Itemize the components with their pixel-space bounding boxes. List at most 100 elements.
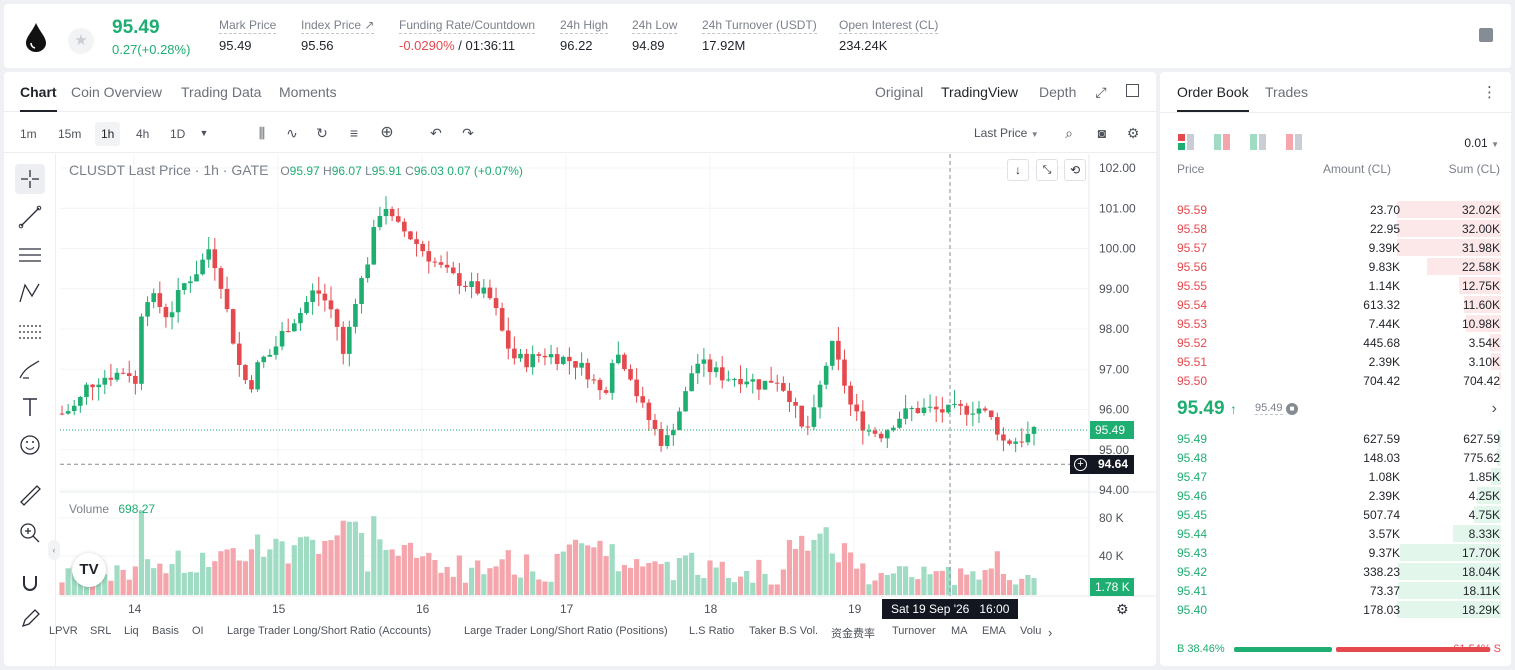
bid-row[interactable]: 95.44 3.57K 8.33K [1160,524,1511,543]
tab-coin-overview[interactable]: Coin Overview [71,84,163,100]
view-asks-only-icon[interactable] [1286,134,1304,152]
ask-row[interactable]: 95.54 613.32 11.60K [1160,295,1511,314]
candle-body [102,377,108,385]
timeframe-15m[interactable]: 15m [58,127,82,141]
brush-tool[interactable] [15,354,45,384]
tab-order-book[interactable]: Order Book [1177,84,1249,112]
view-bids-only-icon[interactable] [1250,134,1268,152]
pattern-tool[interactable] [15,278,45,308]
templates-icon[interactable]: ≡ [349,125,359,141]
indicator-funding[interactable]: 资金费率 [831,628,875,640]
candle-body [664,435,670,446]
legend-high: 96.07 [331,164,362,178]
tab-trading-data[interactable]: Trading Data [181,84,262,100]
favorite-star-icon[interactable]: ★ [68,28,94,54]
indicator-turnover[interactable]: Turnover [892,625,936,637]
indicator-lt-accounts[interactable]: Large Trader Long/Short Ratio (Accounts) [227,625,432,637]
indicator-ema[interactable]: EMA [982,625,1006,637]
view-depth[interactable]: Depth [1039,84,1077,100]
candlestick-chart[interactable]: 102.00 101.00 100.00 99.00 98.00 97.00 96.00 95… [4,72,1156,666]
axis-settings-icon[interactable]: ⚙ [1116,601,1129,617]
view-original[interactable]: Original [875,84,924,100]
timeframe-1d[interactable]: 1D [170,127,186,141]
indicator-lpvr[interactable]: LPVR [49,625,78,637]
indicators-icon[interactable]: ∿ [286,125,298,141]
camera-icon[interactable]: ◙ [1097,125,1107,141]
add-alert-icon[interactable]: + [1074,458,1087,471]
ask-row[interactable]: 95.52 445.68 3.54K [1160,333,1511,352]
emoji-tool[interactable] [15,430,45,460]
bid-row[interactable]: 95.49 627.59 627.59 [1160,429,1511,448]
indicator-taker-vol[interactable]: Taker B.S Vol. [749,625,819,637]
candle-body [585,362,591,380]
ask-row[interactable]: 95.59 23.70 32.02K [1160,200,1511,219]
indicator-ma[interactable]: MA [951,625,968,637]
timeframe-1m[interactable]: 1m [20,127,37,141]
ruler-tool[interactable] [15,480,45,510]
indicator-lt-positions[interactable]: Large Trader Long/Short Ratio (Positions… [464,625,668,637]
timeframe-dropdown-icon[interactable]: ▼ [199,128,209,138]
trendline-tool[interactable] [15,202,45,232]
stat-index-price[interactable]: Index Price ↗ 95.56 [301,18,375,53]
view-both-icon[interactable] [1178,134,1196,152]
trendline-icon [18,205,42,229]
candle-type-icon[interactable]: ⫼ [258,125,266,141]
indicator-oi[interactable]: OI [192,625,204,637]
bid-row[interactable]: 95.40 178.03 18.29K [1160,600,1511,619]
add-indicator-icon[interactable]: ⊕ [380,124,394,141]
bid-row[interactable]: 95.42 338.23 18.04K [1160,562,1511,581]
redo-icon[interactable]: ↷ [462,125,474,141]
chevron-right-icon[interactable]: › [1048,625,1053,640]
gear-icon[interactable]: ⚙ [1126,125,1140,141]
ask-row[interactable]: 95.58 22.95 32.00K [1160,219,1511,238]
indicator-srl[interactable]: SRL [90,625,112,637]
indicator-liq[interactable]: Liq [124,625,139,637]
guide-book-icon[interactable] [1479,28,1493,42]
ask-row[interactable]: 95.53 7.44K 10.98K [1160,314,1511,333]
view-tradingview[interactable]: TradingView [941,84,1019,100]
fullscreen-icon[interactable] [1126,84,1139,97]
precision-select[interactable]: 0.01 ▼ [1464,136,1499,150]
lock-drawing-tool[interactable] [15,604,45,634]
search-icon[interactable]: ⌕ [1065,125,1073,141]
text-tool[interactable] [15,392,45,422]
tab-moments[interactable]: Moments [279,84,337,100]
price-source-select[interactable]: Last Price ▼ [974,126,1039,140]
volume-bar [126,579,132,595]
candle-body [139,316,144,384]
ask-row[interactable]: 95.51 2.39K 3.10K [1160,352,1511,371]
ask-row[interactable]: 95.55 1.14K 12.75K [1160,276,1511,295]
bid-row[interactable]: 95.43 9.37K 17.70K [1160,543,1511,562]
undo-icon[interactable]: ↶ [430,125,442,141]
view-bids-icon[interactable] [1214,134,1232,152]
indicator-ls-ratio[interactable]: L.S Ratio [689,625,735,637]
collapse-icon[interactable]: ⤡ [1036,159,1058,181]
ask-row[interactable]: 95.50 704.42 704.42 [1160,371,1511,390]
fib-tool[interactable] [15,240,45,270]
ask-row[interactable]: 95.57 9.39K 31.98K [1160,238,1511,257]
ask-row[interactable]: 95.56 9.83K 22.58K [1160,257,1511,276]
indicator-volume[interactable]: Volu [1020,625,1042,637]
bid-row[interactable]: 95.41 73.37 18.11K [1160,581,1511,600]
reset-view-icon[interactable]: ⟲ [1064,159,1086,181]
magnet-tool[interactable] [15,568,45,598]
bid-row[interactable]: 95.45 507.74 4.75K [1160,505,1511,524]
timeframe-1h[interactable]: 1h [95,122,121,146]
zoom-tool[interactable] [15,518,45,548]
refresh-icon[interactable]: ↻ [316,125,328,141]
chevron-right-icon[interactable]: › [1491,400,1497,417]
indicator-basis[interactable]: Basis [152,625,179,637]
more-icon[interactable]: ⋮ [1482,84,1497,101]
bid-row[interactable]: 95.48 148.03 775.62 [1160,448,1511,467]
volume-bar [682,555,689,595]
scroll-down-icon[interactable]: ↓ [1007,159,1029,181]
crosshair-tool[interactable] [15,164,45,194]
collapse-left-icon[interactable]: ‹ [48,540,60,560]
bid-row[interactable]: 95.47 1.08K 1.85K [1160,467,1511,486]
candle-body [1025,433,1031,443]
tab-chart[interactable]: Chart [20,84,57,112]
tab-trades[interactable]: Trades [1265,84,1309,100]
expand-icon[interactable]: ⤢ [1095,84,1107,100]
bid-row[interactable]: 95.46 2.39K 4.25K [1160,486,1511,505]
timeframe-4h[interactable]: 4h [136,127,150,141]
